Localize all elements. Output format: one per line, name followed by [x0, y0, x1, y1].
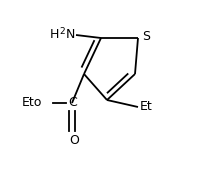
- Text: 2: 2: [59, 27, 65, 36]
- Text: Et: Et: [140, 100, 153, 113]
- Text: Eto: Eto: [22, 96, 42, 109]
- Text: H: H: [50, 29, 59, 42]
- Text: O: O: [69, 135, 79, 147]
- Text: N: N: [66, 29, 75, 42]
- Text: S: S: [142, 31, 150, 44]
- Text: C: C: [68, 96, 77, 109]
